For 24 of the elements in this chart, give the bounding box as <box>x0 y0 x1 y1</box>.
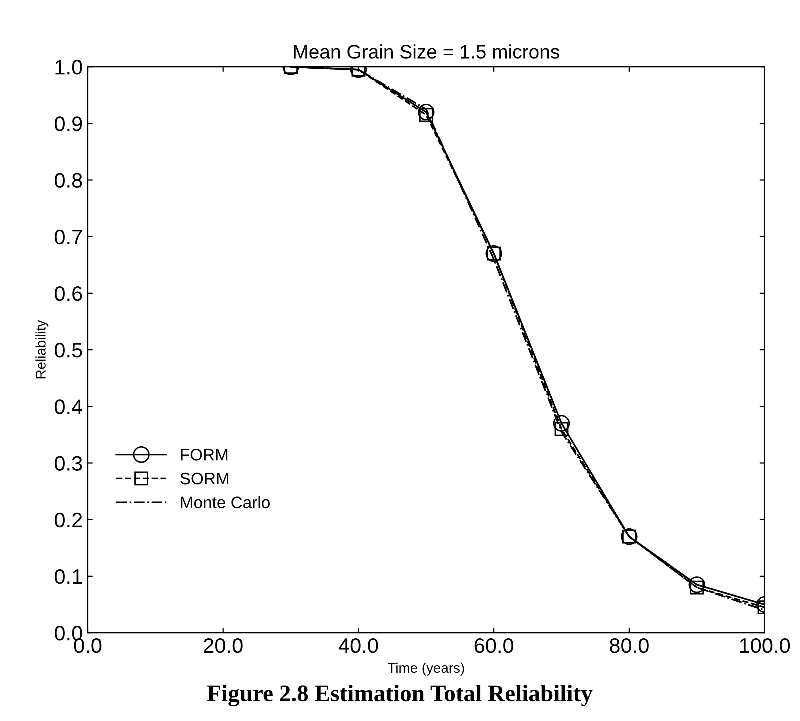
y-tick-label: 0.1 <box>54 569 82 584</box>
y-tick-label: 0.9 <box>54 116 82 132</box>
y-tick-label: 0.8 <box>54 173 82 188</box>
x-tick-label: 0.0 <box>74 638 102 654</box>
y-tick-label: 0.3 <box>54 456 82 471</box>
legend-label: SORM <box>180 472 228 485</box>
y-tick-label: 0.0 <box>54 626 82 641</box>
x-axis-title: Time (years) <box>388 662 464 676</box>
x-tick-label: 100.0 <box>740 638 790 654</box>
y-axis-title: Reliability <box>36 320 49 379</box>
y-tick-label: 0.7 <box>54 230 82 245</box>
y-tick-label: 1.0 <box>56 60 82 75</box>
y-tick-label: 0.5 <box>54 343 82 358</box>
x-tick-label: 20.0 <box>204 638 243 654</box>
x-tick-label: 60.0 <box>474 638 514 654</box>
legend-label: FORM <box>181 449 228 461</box>
y-tick-label: 0.2 <box>54 512 82 528</box>
caption: Figure 2.8 Estimation Total Reliability <box>207 684 593 707</box>
x-tick-label: 40.0 <box>338 638 378 654</box>
chart-title: Mean Grain Size = 1.5 microns <box>294 44 560 59</box>
y-tick-label: 0.6 <box>54 286 82 302</box>
legend-label: Monte Carlo <box>181 496 270 509</box>
x-tick-label: 80.0 <box>610 638 649 654</box>
y-tick-label: 0.4 <box>54 400 83 414</box>
